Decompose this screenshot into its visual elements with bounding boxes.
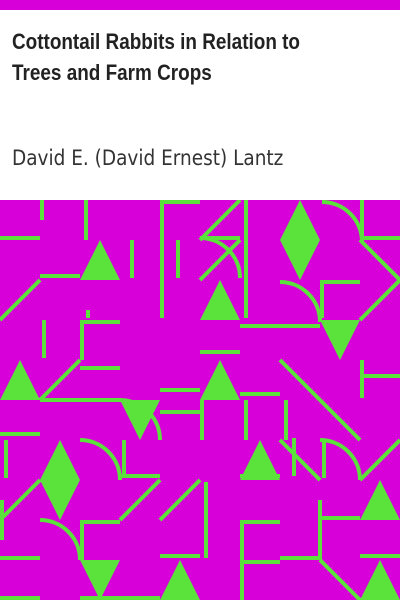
cover-pattern (0, 200, 400, 600)
pattern-diagonal (278, 358, 322, 402)
pattern-arc (319, 438, 362, 481)
pattern-triangle (0, 360, 40, 400)
pattern-triangle (200, 360, 240, 400)
pattern-artwork (0, 200, 400, 600)
pattern-diagonal (0, 278, 42, 322)
pattern-diamond (280, 200, 320, 280)
pattern-diagonal (0, 478, 42, 522)
pattern-diagonal (198, 238, 242, 282)
pattern-fills (0, 200, 400, 600)
pattern-triangle (360, 480, 400, 520)
pattern-diagonal (358, 238, 400, 282)
top-color-band (0, 0, 400, 10)
title-area: Cottontail Rabbits in Relation to Trees … (0, 10, 400, 200)
pattern-triangle (160, 560, 200, 600)
pattern-diagonal (358, 438, 400, 482)
pattern-diagonal (38, 358, 82, 402)
pattern-diagonal (198, 200, 242, 242)
pattern-shapes (0, 200, 400, 600)
pattern-diagonal (358, 278, 400, 322)
pattern-diamond (40, 440, 80, 520)
pattern-arc (279, 280, 322, 323)
pattern-triangle (320, 320, 360, 360)
pattern-diagonal (318, 398, 362, 442)
pattern-diagonal (278, 438, 322, 482)
book-author: David E. (David Ernest) Lantz (12, 146, 284, 170)
pattern-arc (79, 438, 122, 481)
pattern-arc (321, 200, 364, 243)
book-title: Cottontail Rabbits in Relation to Trees … (12, 29, 300, 85)
pattern-triangle (200, 280, 240, 320)
pattern-triangle (80, 240, 120, 280)
pattern-triangle (360, 560, 400, 600)
pattern-arc (199, 236, 242, 279)
pattern-diagonal (318, 558, 362, 600)
pattern-diagonal (118, 478, 162, 522)
pattern-triangle (240, 440, 280, 480)
pattern-triangle (80, 560, 120, 600)
pattern-triangle (120, 400, 160, 440)
pattern-diagonal (158, 478, 202, 522)
pattern-arc (39, 518, 82, 561)
